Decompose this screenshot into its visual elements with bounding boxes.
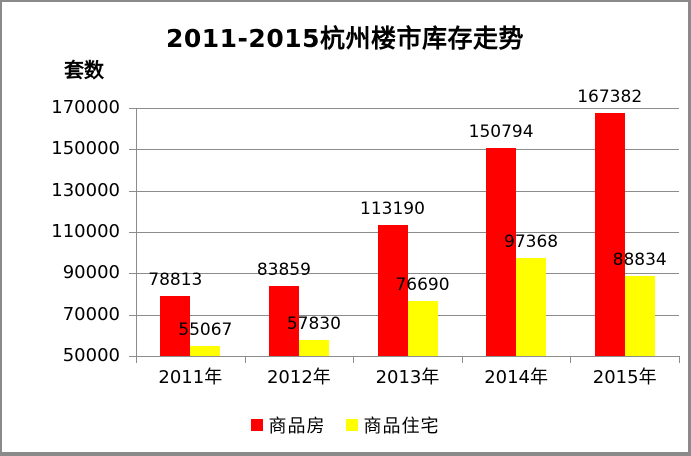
gridline <box>136 149 679 151</box>
bar-商品住宅 <box>190 345 221 356</box>
x-axis-label: 2014年 <box>484 367 548 388</box>
bar-商品住宅 <box>516 258 547 356</box>
y-axis-tick <box>129 314 136 316</box>
x-axis-label: 2015年 <box>592 367 657 388</box>
gridline <box>136 356 679 357</box>
gridline <box>136 273 679 275</box>
bar-商品房 <box>594 113 625 356</box>
legend-swatch <box>250 419 263 431</box>
data-label: 57830 <box>286 313 341 334</box>
data-label: 113190 <box>360 199 425 220</box>
x-axis-tick <box>679 356 680 363</box>
y-axis-tick <box>129 190 136 192</box>
data-label: 150794 <box>468 121 534 142</box>
y-tick-label: 150000 <box>51 138 120 160</box>
y-axis-tick <box>129 149 136 151</box>
bar-商品住宅 <box>624 275 655 356</box>
y-tick-label: 130000 <box>51 179 120 201</box>
data-label: 88834 <box>612 249 667 270</box>
data-label: 167382 <box>577 87 643 108</box>
y-tick-label: 70000 <box>62 303 120 325</box>
legend-item: 商品住宅 <box>345 412 440 438</box>
y-axis-tick <box>129 273 136 275</box>
y-tick-label: 90000 <box>62 262 120 284</box>
bar-商品住宅 <box>407 300 438 356</box>
y-axis-tick <box>129 232 136 233</box>
bar-商品房 <box>486 147 517 356</box>
bar-商品房 <box>268 286 299 356</box>
y-tick-label: 110000 <box>51 221 120 242</box>
data-label: 55067 <box>178 319 233 340</box>
y-tick-label: 170000 <box>51 97 120 118</box>
gridline <box>136 232 679 233</box>
gridline <box>136 108 679 109</box>
legend: 商品房 商品住宅 <box>2 412 688 438</box>
data-label: 83859 <box>256 260 311 281</box>
x-axis-tick <box>461 356 463 363</box>
bar-商品房 <box>377 225 408 356</box>
bar-商品住宅 <box>298 339 329 356</box>
x-axis-label: 2013年 <box>375 367 440 388</box>
y-axis-line <box>136 108 137 363</box>
chart-title: 2011-2015杭州楼市库存走势 <box>165 24 525 53</box>
x-axis-label: 2011年 <box>158 367 223 388</box>
x-axis-tick <box>570 356 572 363</box>
y-axis-tick <box>129 108 136 109</box>
data-label: 76690 <box>395 274 450 295</box>
legend-label: 商品住宅 <box>363 416 440 437</box>
y-axis-tick <box>129 356 136 357</box>
x-axis-tick <box>244 356 246 363</box>
x-axis-tick <box>353 356 355 363</box>
y-tick-label: 50000 <box>62 345 120 366</box>
x-axis-label: 2012年 <box>266 367 331 388</box>
data-label: 78813 <box>148 270 203 291</box>
legend-label: 商品房 <box>268 416 326 437</box>
bar-商品房 <box>160 296 191 356</box>
y-axis-title: 套数 <box>64 58 104 82</box>
gridline <box>136 190 679 192</box>
data-label: 97368 <box>504 232 559 253</box>
legend-item: 商品房 <box>250 412 326 438</box>
legend-swatch <box>345 419 358 431</box>
